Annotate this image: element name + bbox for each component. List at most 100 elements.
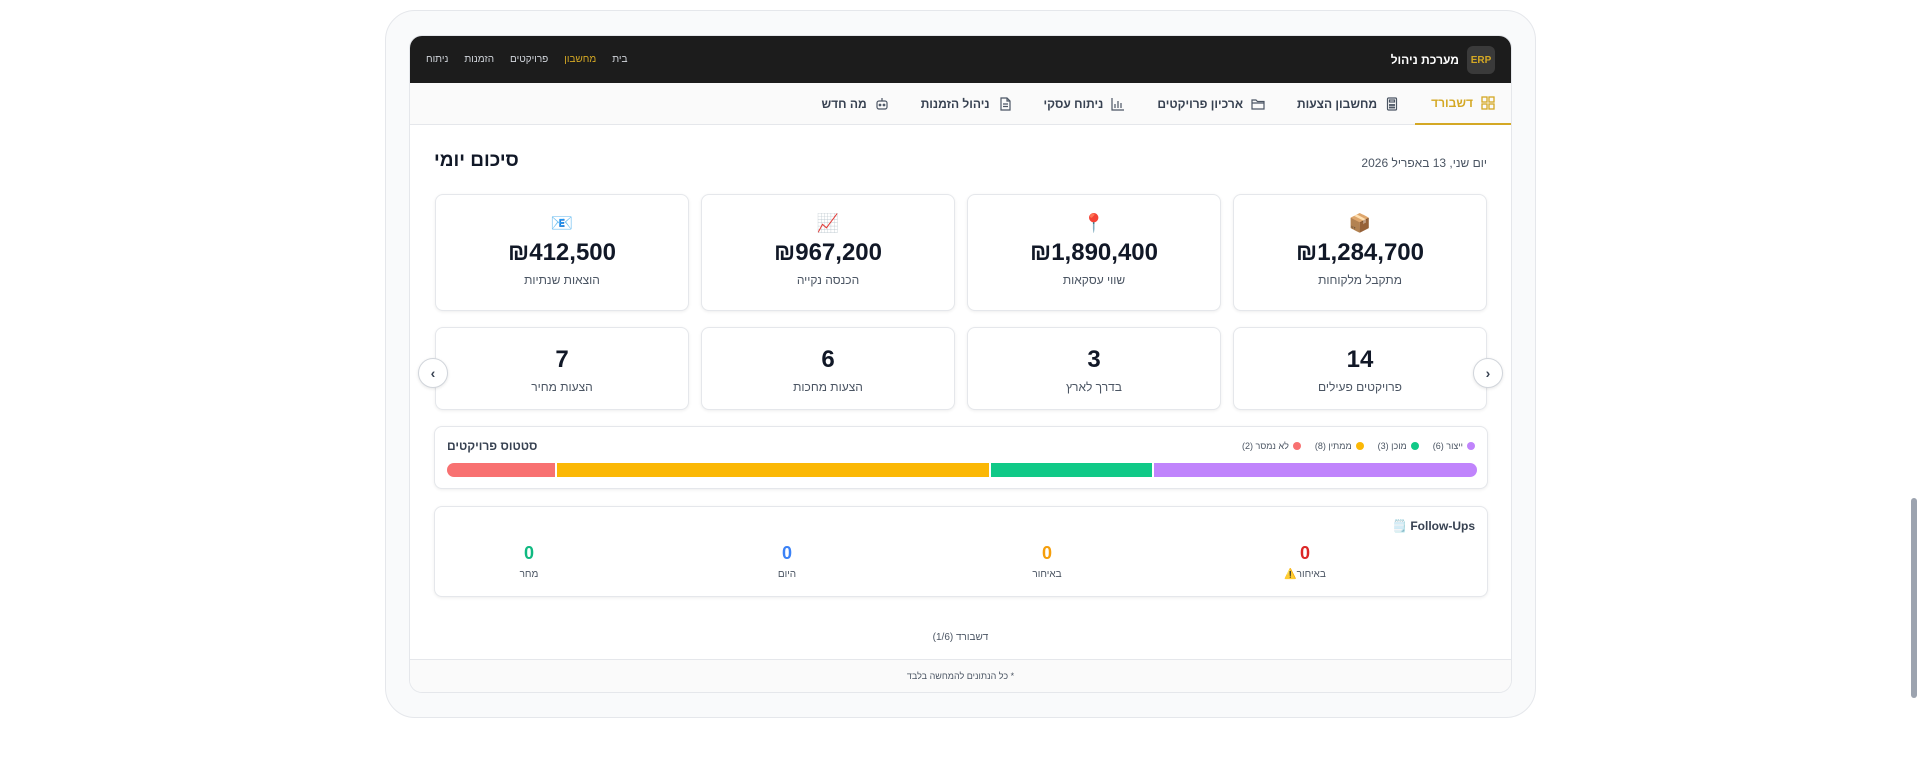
- legend-label: ייצור (6): [1432, 441, 1463, 451]
- chevron-right-icon: ›: [1485, 365, 1491, 381]
- carousel-prev-button[interactable]: ‹: [418, 358, 448, 388]
- kpi-card-annual-expenses[interactable]: 📧 ₪412,500 הוצאות שנתיות: [435, 194, 689, 311]
- status-progress-bar: [447, 463, 1477, 477]
- followup-overdue-critical[interactable]: 0 באיחור⚠️: [1245, 543, 1365, 580]
- followup-value: 0: [523, 543, 534, 563]
- project-status-title: סטטוס פרויקטים: [447, 439, 538, 453]
- status-segment-1: [989, 463, 1152, 477]
- chart-up-icon: 📈: [816, 213, 840, 233]
- dashboard-grid-icon: [1481, 96, 1495, 110]
- footer-disclaimer: * כל הנתונים להמחשה בלבד: [410, 659, 1511, 692]
- brand: ERP מערכת ניהול: [1391, 46, 1495, 74]
- tab-label: ניתוח עסקי: [1043, 97, 1104, 111]
- page-title: סיכום יומי: [434, 150, 519, 171]
- chevron-left-icon: ‹: [430, 365, 436, 381]
- project-status-panel: סטטוס פרויקטים ייצור (6) מוכן (3) ממתין …: [434, 426, 1488, 489]
- count-card-pending-quotes[interactable]: 6 הצעות מחכות: [701, 327, 955, 410]
- legend-item-ready: מוכן (3): [1378, 441, 1419, 451]
- count-label: הצעות מחכות: [793, 380, 863, 394]
- document-icon: [999, 97, 1011, 111]
- top-bar: ERP מערכת ניהול בית מחשבון פרויקטים הזמנ…: [410, 36, 1511, 83]
- bar-chart-icon: [1111, 98, 1125, 111]
- count-card-in-transit[interactable]: 3 בדרך לארץ: [967, 327, 1221, 410]
- tab-label: ניהול הזמנות: [920, 97, 990, 111]
- legend-item-not-delivered: לא נמסר (2): [1242, 441, 1301, 451]
- tab-label: מה חדש: [821, 97, 867, 111]
- tab-whats-new[interactable]: מה חדש: [805, 83, 904, 125]
- nav-projects[interactable]: פרויקטים: [510, 54, 549, 65]
- legend-dot: [1355, 442, 1364, 450]
- status-segment-3: [447, 463, 556, 477]
- tab-dashboard[interactable]: דשבורד: [1415, 83, 1511, 125]
- followup-value: 0: [1299, 543, 1310, 563]
- count-value: 6: [821, 346, 835, 373]
- followup-label: היום: [777, 569, 797, 580]
- nav-analysis[interactable]: ניתוח: [426, 54, 449, 65]
- robot-icon: [876, 98, 888, 110]
- kpi-card-net-income[interactable]: 📈 ₪967,200 הכנסה נקייה: [701, 194, 955, 311]
- legend-dot: [1292, 442, 1301, 450]
- page-scrollbar[interactable]: [1911, 498, 1917, 698]
- folder-icon: [1251, 99, 1265, 110]
- legend-label: ממתין (8): [1314, 441, 1352, 451]
- followup-overdue[interactable]: 0 באיחור: [987, 543, 1107, 580]
- current-date: יום שני, 13 באפריל 2026: [1361, 156, 1487, 170]
- followups-panel: 🗒️ Follow-Ups 0 באיחור⚠️ 0 באיחור 0 היום…: [434, 506, 1488, 597]
- app-screen: ERP מערכת ניהול בית מחשבון פרויקטים הזמנ…: [410, 36, 1511, 692]
- calculator-icon: [1387, 97, 1398, 111]
- count-card-price-quotes[interactable]: 7 הצעות מחיר: [435, 327, 689, 410]
- followup-value: 0: [1041, 543, 1052, 563]
- count-card-active-projects[interactable]: 14 פרויקטים פעילים: [1233, 327, 1487, 410]
- nav-home[interactable]: בית: [612, 54, 628, 65]
- tab-bar: דשבורד מחשבון הצעות ארכיון פרויקטים ניתו…: [410, 83, 1511, 125]
- legend-dot: [1410, 442, 1419, 450]
- tab-label: דשבורד: [1431, 96, 1473, 110]
- followup-label: מחר: [519, 569, 539, 580]
- legend-label: לא נמסר (2): [1242, 441, 1289, 451]
- followup-label: באיחור⚠️: [1284, 569, 1326, 580]
- kpi-label: מתקבל מלקוחות: [1318, 273, 1402, 287]
- count-value: 3: [1087, 346, 1101, 373]
- page-indicator: דשבורד (1/6): [932, 632, 989, 643]
- followup-value: 0: [781, 543, 792, 563]
- tab-project-archive[interactable]: ארכיון פרויקטים: [1141, 83, 1281, 125]
- kpi-value: ₪1,890,400: [1030, 239, 1158, 266]
- brand-logo: ERP: [1467, 46, 1495, 74]
- kpi-label: הוצאות שנתיות: [524, 273, 600, 287]
- tab-order-management[interactable]: ניהול הזמנות: [905, 83, 1028, 125]
- carousel-next-button[interactable]: ›: [1473, 358, 1503, 388]
- envelope-icon: 📧: [550, 213, 574, 233]
- top-nav: בית מחשבון פרויקטים הזמנות ניתוח: [426, 36, 628, 83]
- count-label: בדרך לארץ: [1066, 380, 1122, 394]
- followup-tomorrow[interactable]: 0 מחר: [469, 543, 589, 580]
- status-segment-0: [1151, 463, 1477, 477]
- followup-label: באיחור: [1032, 569, 1062, 580]
- status-legend: ייצור (6) מוכן (3) ממתין (8) לא נמסר (2): [1242, 441, 1475, 451]
- legend-label: מוכן (3): [1377, 441, 1407, 451]
- count-value: 7: [555, 346, 569, 373]
- tab-quote-calculator[interactable]: מחשבון הצעות: [1281, 83, 1415, 125]
- kpi-card-received[interactable]: 📦 ₪1,284,700 מתקבל מלקוחות: [1233, 194, 1487, 311]
- kpi-card-deal-value[interactable]: 📍 ₪1,890,400 שווי עסקאות: [967, 194, 1221, 311]
- notepad-icon: 🗒️: [1392, 519, 1408, 533]
- count-value: 14: [1346, 346, 1374, 373]
- tab-label: מחשבון הצעות: [1297, 97, 1378, 111]
- kpi-value: ₪412,500: [508, 239, 616, 266]
- warning-icon: ⚠️: [1284, 569, 1297, 580]
- kpi-label: הכנסה נקייה: [796, 273, 860, 287]
- legend-item-waiting: ממתין (8): [1315, 441, 1364, 451]
- pin-icon: 📍: [1082, 213, 1106, 233]
- kpi-value: ₪1,284,700: [1296, 239, 1424, 266]
- count-label: הצעות מחיר: [531, 380, 593, 394]
- tab-business-analysis[interactable]: ניתוח עסקי: [1028, 83, 1142, 125]
- followup-today[interactable]: 0 היום: [727, 543, 847, 580]
- tab-label: ארכיון פרויקטים: [1157, 97, 1244, 111]
- kpi-value: ₪967,200: [774, 239, 882, 266]
- legend-item-production: ייצור (6): [1433, 441, 1475, 451]
- kpi-label: שווי עסקאות: [1062, 273, 1126, 287]
- nav-calculator[interactable]: מחשבון: [564, 54, 597, 65]
- package-icon: 📦: [1348, 213, 1372, 233]
- nav-orders[interactable]: הזמנות: [464, 54, 495, 65]
- followups-title: 🗒️ Follow-Ups: [1392, 519, 1475, 533]
- followups-title-text: Follow-Ups: [1410, 519, 1475, 533]
